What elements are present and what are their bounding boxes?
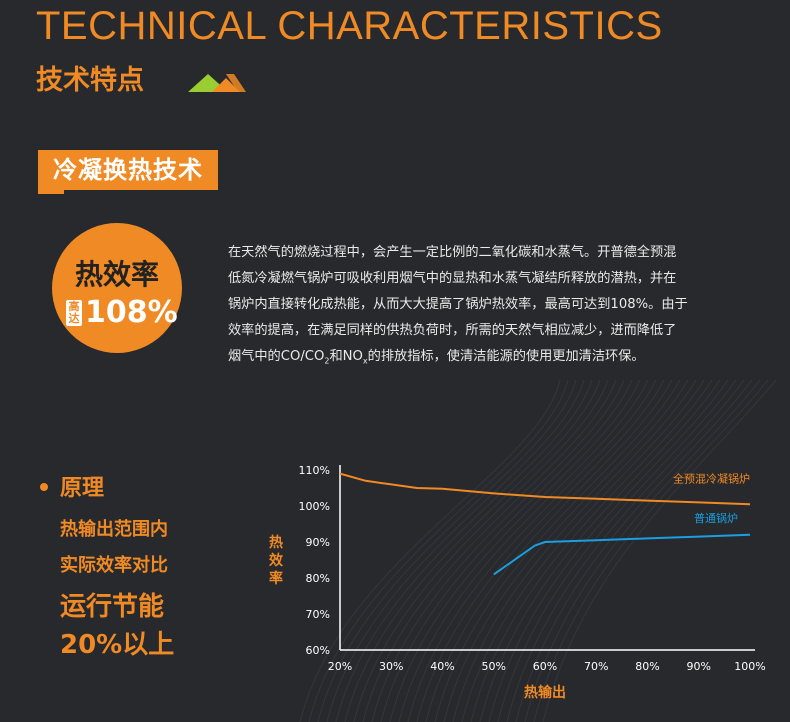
- x-tick-label: 40%: [430, 660, 454, 673]
- efficiency-value: 108%: [85, 295, 178, 330]
- y-tick-label: 80%: [306, 572, 330, 585]
- x-tick-label: 100%: [734, 660, 765, 673]
- principle-big-1: 运行节能: [60, 592, 165, 622]
- y-tick-label: 90%: [306, 536, 330, 549]
- description-paragraph: 在天然气的燃烧过程中，会产生一定比例的二氧化碳和水蒸气。开普德全预混 低氮冷凝燃…: [228, 240, 768, 375]
- principle-big-2: 20%以上: [60, 630, 175, 660]
- up-to-badge: 高达: [66, 299, 82, 326]
- description-line: 效率的提高，在满足同样的供热负荷时，所需的天然气相应减少，进而降低了: [228, 323, 677, 338]
- x-tick-label: 70%: [584, 660, 608, 673]
- y-axis-title-char: 效: [269, 552, 284, 569]
- x-tick-label: 90%: [687, 660, 711, 673]
- series-line-2: [493, 533, 751, 576]
- section-tag-accent: [38, 190, 64, 194]
- x-tick-label: 80%: [635, 660, 659, 673]
- section-tag: 冷凝换热技术: [38, 150, 218, 190]
- series-label-condensing-boiler: 全预混冷凝锅炉: [673, 472, 750, 486]
- principle-line-1: 热输出范围内: [60, 519, 168, 540]
- x-tick-label: 30%: [379, 660, 403, 673]
- x-tick-label: 60%: [533, 660, 557, 673]
- y-tick-label: 100%: [299, 500, 330, 513]
- x-axis-title: 热输出: [524, 684, 566, 701]
- x-tick-label: 50%: [482, 660, 506, 673]
- series-line-1: [339, 472, 751, 506]
- page-title-cn: 技术特点: [36, 65, 144, 96]
- x-tick-label: 20%: [328, 660, 352, 673]
- bullet-dot-icon: [40, 483, 48, 491]
- efficiency-label: 热效率: [74, 258, 159, 291]
- principle-line-2: 实际效率对比: [60, 555, 168, 576]
- y-axis-title-char: 率: [269, 570, 283, 587]
- y-tick-label: 70%: [306, 608, 330, 621]
- efficiency-value-row: 高达 108%: [66, 295, 178, 330]
- series-label-regular-boiler: 普通锅炉: [694, 511, 738, 525]
- description-line: 在天然气的燃烧过程中，会产生一定比例的二氧化碳和水蒸气。开普德全预混: [228, 245, 677, 260]
- y-tick-label: 110%: [299, 464, 330, 477]
- description-line: 烟气中的CO/CO2和NOx的排放指标，使清洁能源的使用更加清洁环保。: [228, 349, 645, 366]
- y-tick-label: 60%: [306, 644, 330, 657]
- efficiency-circle: 热效率 高达 108%: [52, 223, 182, 353]
- description-line: 低氮冷凝燃气锅炉可吸收利用烟气中的显热和水蒸气凝结所释放的潜热，并在: [228, 271, 677, 286]
- page-title-en: TECHNICAL CHARACTERISTICS: [36, 4, 663, 48]
- triangle-mark-icon: [188, 74, 246, 92]
- description-line: 锅炉内直接转化成热能，从而大大提高了锅炉热效率，最高可达到108%。由于: [228, 297, 688, 312]
- y-axis-title-char: 热: [269, 534, 283, 551]
- efficiency-chart: 60% 70% 80% 90% 100% 110% 20% 30% 40% 50% 60% 70% 80…: [269, 464, 766, 701]
- principle-title: 原理: [60, 476, 105, 501]
